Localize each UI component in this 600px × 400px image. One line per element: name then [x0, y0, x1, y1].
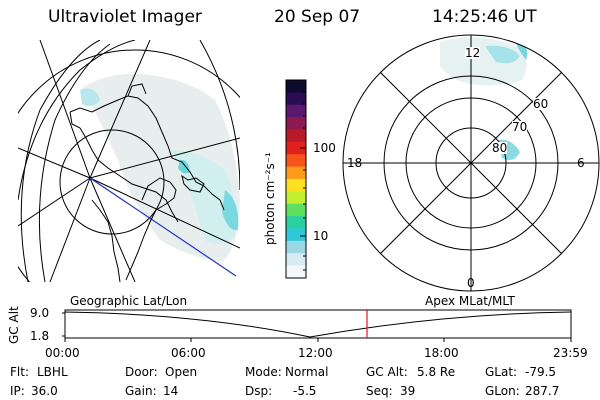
colorbar-band	[286, 240, 306, 254]
status-gain-key: Gain:	[125, 384, 157, 398]
mlt-label-0: 0	[467, 276, 475, 290]
altitude-curve	[64, 311, 572, 338]
colorbar-band	[286, 179, 306, 192]
coastline	[69, 95, 225, 211]
timeline-xtick-2359: 23:59	[553, 346, 588, 360]
observation-time: 14:25:46 UT	[432, 7, 537, 27]
colorbar-band	[286, 203, 306, 217]
status-ip-value: 36.0	[31, 384, 58, 398]
timeline-xtick-0600: 06:00	[171, 346, 206, 360]
colorbar-band	[286, 216, 306, 230]
status-glon-value: 287.7	[525, 384, 560, 398]
status-door-value: Open	[165, 365, 198, 379]
timeline-ylabel: GC Alt	[7, 306, 21, 344]
status-glon-key: GLon:	[485, 384, 520, 398]
colorbar-band	[286, 166, 306, 180]
colorbar-band	[286, 228, 306, 242]
polar-panel-caption: Apex MLat/MLT	[425, 294, 515, 308]
timeline-xtick-0000: 00:00	[45, 346, 80, 360]
intensity-colorbar	[285, 79, 307, 279]
colorbar-band	[286, 253, 306, 267]
status-flt-value: LBHL	[37, 365, 68, 379]
altitude-timeline	[62, 309, 572, 342]
mlat-label-70: 70	[512, 120, 528, 134]
timeline-xtick-1800: 18:00	[424, 346, 459, 360]
colorbar-band	[286, 129, 306, 143]
status-door-key: Door:	[125, 365, 158, 379]
status-ip-key: IP:	[10, 384, 25, 398]
status-mode-key: Mode:	[245, 365, 282, 379]
timeline-xtick-1200: 12:00	[298, 346, 333, 360]
status-seq-value: 39	[400, 384, 416, 398]
observation-date: 20 Sep 07	[274, 7, 361, 27]
status-glat-key: GLat:	[485, 365, 518, 379]
colorbar-band	[286, 265, 306, 279]
instrument-title: Ultraviolet Imager	[48, 7, 202, 27]
geo-panel-caption: Geographic Lat/Lon	[70, 294, 188, 308]
polar-mlat-mlt-plot	[342, 34, 600, 292]
timeline-ytick-top: 9.0	[30, 306, 50, 320]
geographic-map	[18, 40, 240, 282]
mlt-label-18: 18	[347, 156, 363, 170]
status-flt-key: Flt:	[10, 365, 29, 379]
status-gcalt-value: 5.8 Re	[417, 365, 456, 379]
mlt-label-6: 6	[577, 156, 585, 170]
colorbar-band	[286, 117, 306, 131]
status-gain-value: 14	[163, 384, 179, 398]
colorbar-band	[286, 154, 306, 168]
timeline-ytick-bottom: 1.8	[30, 329, 50, 343]
status-glat-value: -79.5	[525, 365, 557, 379]
status-dsp-key: Dsp:	[245, 384, 273, 398]
mlt-label-12: 12	[465, 46, 481, 60]
mlat-label-80: 80	[492, 141, 508, 155]
colorbar-tick-100: 100	[313, 141, 336, 155]
status-seq-key: Seq:	[366, 384, 393, 398]
colorbar-unit-label: photon cm⁻²s⁻¹	[263, 152, 277, 245]
status-dsp-value: -5.5	[293, 384, 317, 398]
status-gcalt-key: GC Alt:	[366, 365, 408, 379]
colorbar-band	[286, 80, 306, 93]
colorbar-band	[286, 92, 306, 106]
colorbar-band	[286, 141, 306, 155]
status-mode-value: Normal	[285, 365, 329, 379]
colorbar-tick-10: 10	[313, 229, 329, 243]
colorbar-band	[286, 104, 306, 118]
colorbar-band	[286, 191, 306, 205]
mlat-label-60: 60	[533, 97, 549, 111]
